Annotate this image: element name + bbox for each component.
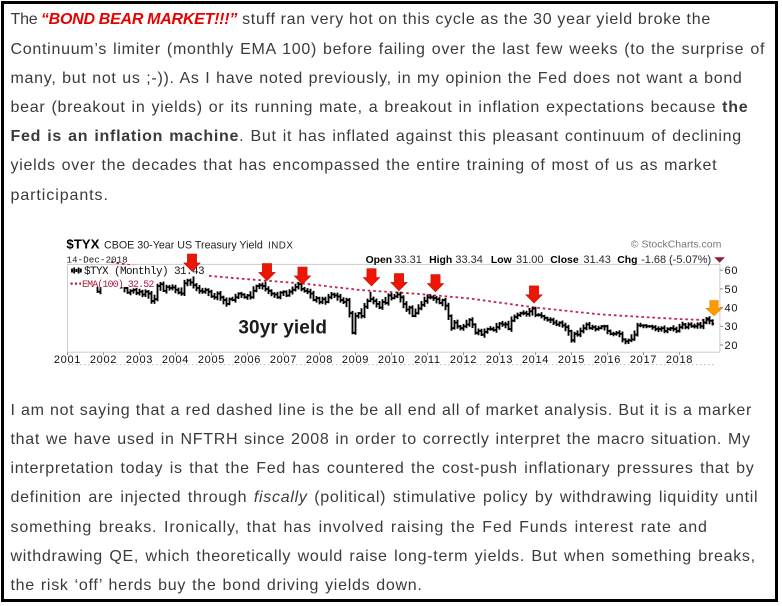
svg-text:INDX: INDX (268, 240, 293, 251)
svg-text:50: 50 (725, 284, 739, 296)
svg-text:EMA(100) 32.52: EMA(100) 32.52 (82, 279, 154, 291)
svg-text:2001: 2001 (54, 354, 81, 366)
svg-text:30: 30 (725, 321, 739, 333)
svg-text:Open: Open (366, 255, 393, 266)
svg-text:High: High (429, 255, 452, 266)
svg-text:2009: 2009 (342, 354, 369, 366)
svg-text:2004: 2004 (162, 354, 189, 366)
svg-text:2006: 2006 (234, 354, 261, 366)
svg-text:2002: 2002 (90, 354, 117, 366)
svg-text:2014: 2014 (522, 354, 549, 366)
svg-text:2013: 2013 (486, 354, 513, 366)
svg-text:2012: 2012 (450, 354, 477, 366)
svg-text:2015: 2015 (558, 354, 585, 366)
svg-text:33.31: 33.31 (394, 254, 422, 266)
svg-text:$TYX (Monthly) 31.43: $TYX (Monthly) 31.43 (84, 266, 204, 278)
svg-text:$TYX: $TYX (66, 237, 99, 252)
svg-text:30yr yield: 30yr yield (238, 318, 327, 339)
svg-text:2007: 2007 (270, 354, 297, 366)
svg-text:2005: 2005 (198, 354, 225, 366)
svg-text:2011: 2011 (414, 354, 440, 366)
svg-text:2018: 2018 (666, 354, 693, 366)
svg-text:60: 60 (725, 265, 739, 277)
svg-text:2017: 2017 (630, 354, 657, 366)
svg-text:Close: Close (550, 255, 579, 266)
svg-text:CBOE 30-Year US Treasury Yield: CBOE 30-Year US Treasury Yield (104, 240, 263, 252)
svg-text:2008: 2008 (306, 354, 333, 366)
svg-text:14-Dec-2018: 14-Dec-2018 (66, 255, 127, 266)
svg-text:2010: 2010 (378, 354, 405, 366)
svg-text:2016: 2016 (594, 354, 621, 366)
svg-text:31.00: 31.00 (516, 254, 544, 266)
svg-text:2003: 2003 (126, 354, 153, 366)
svg-text:Low: Low (491, 255, 513, 266)
svg-text:31.43: 31.43 (583, 254, 611, 266)
svg-text:33.34: 33.34 (455, 254, 483, 266)
svg-text:-1.68: -1.68 (641, 254, 666, 266)
svg-text:40: 40 (725, 303, 739, 315)
svg-text:© StockCharts.com: © StockCharts.com (631, 239, 722, 251)
svg-text:Chg: Chg (617, 255, 637, 266)
svg-text:(-5.07%): (-5.07%) (669, 254, 711, 266)
svg-text:20: 20 (725, 340, 739, 352)
